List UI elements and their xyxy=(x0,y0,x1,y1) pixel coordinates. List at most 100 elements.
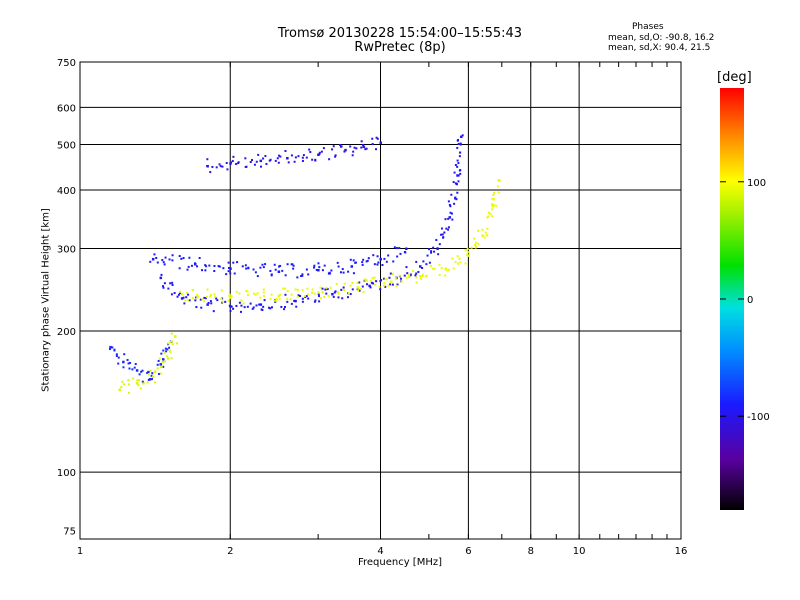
data-point xyxy=(336,261,339,264)
data-point xyxy=(334,155,337,158)
colorbar-label: [deg] xyxy=(717,70,752,85)
data-point xyxy=(440,233,443,236)
data-point xyxy=(273,299,276,302)
trace-point xyxy=(277,270,281,273)
data-point xyxy=(369,286,372,289)
data-point xyxy=(351,154,354,157)
data-point xyxy=(427,248,430,251)
data-point xyxy=(211,165,214,168)
trace-point xyxy=(259,303,263,306)
data-point xyxy=(169,351,172,354)
trace-point xyxy=(159,276,163,280)
data-point xyxy=(133,366,136,369)
data-point xyxy=(182,296,185,299)
data-point xyxy=(185,296,188,299)
data-point xyxy=(177,293,180,296)
data-point xyxy=(447,226,450,229)
data-point xyxy=(343,150,346,153)
data-point xyxy=(229,310,232,313)
data-point xyxy=(325,292,328,295)
data-point xyxy=(274,268,277,271)
data-point xyxy=(324,288,327,291)
data-point xyxy=(337,265,340,268)
data-point xyxy=(178,267,181,270)
data-point xyxy=(406,272,409,275)
data-point xyxy=(123,353,126,356)
data-point xyxy=(170,332,173,335)
trace-point xyxy=(448,216,452,219)
data-point xyxy=(235,304,238,307)
data-point xyxy=(132,377,135,380)
data-point xyxy=(449,205,452,208)
data-point xyxy=(147,370,150,373)
trace-point xyxy=(206,164,209,168)
data-point xyxy=(137,384,140,387)
data-point xyxy=(169,282,172,285)
data-point xyxy=(362,290,365,293)
data-point xyxy=(246,294,249,297)
data-point xyxy=(457,138,460,141)
data-point xyxy=(108,348,111,351)
data-point xyxy=(456,165,459,168)
data-point xyxy=(457,180,460,183)
data-point xyxy=(154,381,157,384)
data-point xyxy=(458,155,461,158)
data-point xyxy=(358,289,361,292)
data-point xyxy=(491,208,494,211)
data-point xyxy=(375,148,378,151)
data-point xyxy=(396,255,399,258)
trace-point xyxy=(159,363,163,366)
data-point xyxy=(238,301,241,304)
data-point xyxy=(160,352,163,355)
data-point xyxy=(474,246,477,249)
trace-point xyxy=(356,286,360,289)
data-point xyxy=(242,302,245,305)
data-point xyxy=(140,370,143,373)
data-point xyxy=(331,148,334,151)
trace-point xyxy=(456,174,459,177)
trace-point xyxy=(206,303,209,306)
data-point xyxy=(176,295,179,298)
data-point xyxy=(127,383,130,386)
data-point xyxy=(160,273,163,276)
data-point xyxy=(461,134,464,137)
data-point xyxy=(319,286,322,289)
data-point xyxy=(164,347,167,350)
data-point xyxy=(206,288,209,291)
data-point xyxy=(290,302,293,305)
data-point xyxy=(313,292,316,295)
data-point xyxy=(457,142,460,145)
data-point xyxy=(196,265,199,268)
data-point xyxy=(262,266,265,269)
data-point xyxy=(228,293,231,296)
data-point xyxy=(262,288,265,291)
data-point xyxy=(286,297,289,300)
data-point xyxy=(161,259,164,262)
data-point xyxy=(215,166,218,169)
data-point xyxy=(178,255,181,258)
data-point xyxy=(486,227,489,230)
data-point xyxy=(204,297,207,300)
data-point xyxy=(153,253,156,256)
data-point xyxy=(263,299,266,302)
data-point xyxy=(275,297,278,300)
data-point xyxy=(269,307,272,310)
data-point xyxy=(492,194,495,197)
data-point xyxy=(236,261,239,264)
data-point xyxy=(361,261,364,264)
data-point xyxy=(166,348,169,351)
data-point xyxy=(383,277,386,280)
data-point xyxy=(296,295,299,298)
data-point xyxy=(475,245,478,248)
trace-point xyxy=(259,159,263,163)
data-point xyxy=(215,297,218,300)
data-point xyxy=(399,277,402,280)
data-point xyxy=(454,260,457,263)
data-point xyxy=(450,212,453,215)
data-point xyxy=(291,263,294,266)
trace-point xyxy=(151,375,155,378)
data-point xyxy=(214,295,217,298)
data-point xyxy=(304,296,307,299)
data-point xyxy=(173,292,176,295)
data-point xyxy=(330,269,333,272)
